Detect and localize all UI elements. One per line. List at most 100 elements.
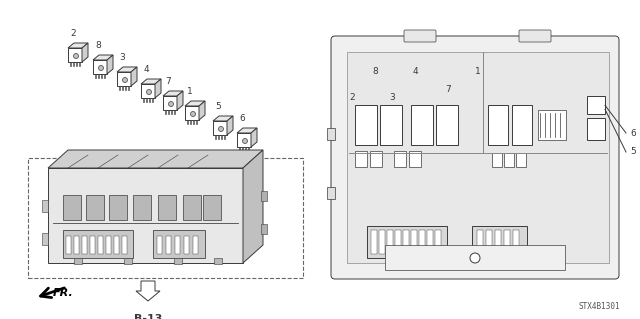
Bar xyxy=(79,62,80,66)
Text: B-13: B-13 xyxy=(134,314,162,319)
Bar xyxy=(133,195,151,220)
Polygon shape xyxy=(131,67,137,86)
Bar xyxy=(100,74,102,78)
Bar xyxy=(504,153,515,167)
Bar xyxy=(244,147,246,151)
Bar xyxy=(214,258,222,264)
Bar xyxy=(327,128,335,140)
Bar xyxy=(385,245,565,270)
Bar xyxy=(114,236,119,254)
Bar xyxy=(173,110,175,114)
Bar xyxy=(118,86,120,90)
Bar xyxy=(193,236,198,254)
Bar xyxy=(184,236,189,254)
Bar xyxy=(185,106,199,120)
Text: 1: 1 xyxy=(475,68,481,77)
Polygon shape xyxy=(141,79,161,84)
Bar xyxy=(90,236,95,254)
Text: 8: 8 xyxy=(372,68,378,77)
Text: 6: 6 xyxy=(630,129,636,137)
Text: 2: 2 xyxy=(70,29,76,38)
Bar xyxy=(117,72,131,86)
Bar xyxy=(394,151,406,167)
Bar xyxy=(66,236,71,254)
Bar xyxy=(93,60,107,74)
Bar xyxy=(436,105,458,145)
Bar xyxy=(237,133,251,147)
Circle shape xyxy=(470,253,480,263)
Bar xyxy=(164,110,166,114)
Bar xyxy=(411,230,417,254)
Bar xyxy=(157,236,162,254)
FancyBboxPatch shape xyxy=(331,36,619,279)
Bar xyxy=(367,226,447,258)
Bar xyxy=(124,258,132,264)
Text: 1: 1 xyxy=(187,87,193,96)
Bar xyxy=(193,120,195,124)
Bar xyxy=(86,195,104,220)
Bar xyxy=(70,62,71,66)
Bar xyxy=(196,120,197,124)
Bar xyxy=(63,195,81,220)
Bar xyxy=(28,158,303,278)
Bar xyxy=(74,258,82,264)
Bar xyxy=(472,226,527,258)
Bar xyxy=(82,236,87,254)
Circle shape xyxy=(122,78,127,83)
Bar xyxy=(153,230,205,258)
Bar xyxy=(125,86,126,90)
Bar xyxy=(152,98,154,102)
Bar xyxy=(74,236,79,254)
Bar xyxy=(42,200,48,212)
Bar xyxy=(128,86,129,90)
Circle shape xyxy=(99,65,104,70)
Bar xyxy=(98,236,103,254)
Polygon shape xyxy=(199,101,205,120)
Text: FR.: FR. xyxy=(53,288,74,298)
Bar xyxy=(76,62,77,66)
Bar xyxy=(379,230,385,254)
Text: 4: 4 xyxy=(143,65,149,74)
Bar xyxy=(148,98,150,102)
Circle shape xyxy=(168,101,173,107)
Bar xyxy=(163,96,177,110)
Bar xyxy=(187,120,188,124)
Bar xyxy=(587,96,605,114)
Polygon shape xyxy=(163,91,183,96)
Polygon shape xyxy=(213,116,233,121)
Bar xyxy=(214,135,216,139)
Polygon shape xyxy=(82,43,88,62)
Bar xyxy=(213,121,227,135)
Bar xyxy=(512,105,532,145)
Bar xyxy=(370,151,382,167)
Bar xyxy=(427,230,433,254)
Bar xyxy=(409,151,421,167)
Bar xyxy=(218,135,220,139)
Bar xyxy=(183,195,201,220)
Bar xyxy=(189,120,191,124)
Polygon shape xyxy=(237,128,257,133)
Bar xyxy=(587,118,605,140)
Text: 5: 5 xyxy=(630,147,636,157)
Bar xyxy=(261,224,267,234)
Bar xyxy=(538,110,566,140)
Text: 8: 8 xyxy=(95,41,101,50)
Bar xyxy=(242,147,243,151)
Bar xyxy=(355,151,367,167)
Bar xyxy=(347,52,609,263)
FancyBboxPatch shape xyxy=(519,30,551,42)
Polygon shape xyxy=(136,281,160,301)
Bar xyxy=(403,230,409,254)
Text: 7: 7 xyxy=(165,77,171,86)
Bar xyxy=(203,195,221,220)
Bar xyxy=(486,230,492,254)
Bar xyxy=(411,105,433,145)
Polygon shape xyxy=(68,43,88,48)
Bar xyxy=(419,230,425,254)
Polygon shape xyxy=(155,79,161,98)
Bar xyxy=(435,230,441,254)
Bar xyxy=(42,233,48,245)
Circle shape xyxy=(243,138,248,144)
Bar xyxy=(327,187,335,199)
Bar xyxy=(174,258,182,264)
